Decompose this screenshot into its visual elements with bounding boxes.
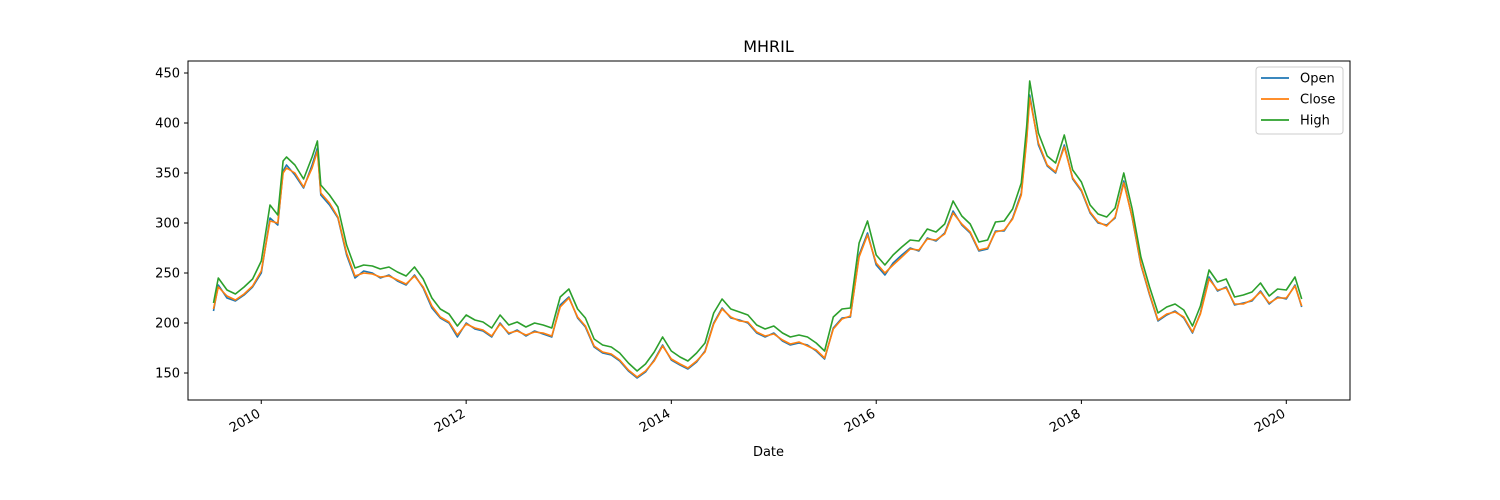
legend-label-open: Open [1300, 72, 1335, 87]
legend-label-close: Close [1300, 93, 1335, 108]
y-tick-label: 250 [155, 267, 180, 282]
y-axis: 150 200 250 300 350 400 450 [155, 67, 188, 382]
legend-label-high: High [1300, 114, 1330, 129]
series-line-high [212, 80, 1303, 372]
y-tick-label: 200 [155, 317, 180, 332]
y-tick-label: 400 [155, 117, 180, 132]
y-tick-label: 150 [155, 367, 180, 382]
x-axis-label: Date [753, 445, 784, 460]
series-line-close [212, 97, 1303, 378]
legend: Open Close High [1255, 66, 1344, 135]
plot-area [187, 60, 1351, 401]
legend-box [1255, 66, 1344, 135]
y-tick-label: 450 [155, 67, 180, 82]
chart-title: MHRIL [743, 37, 794, 56]
series-layer [212, 80, 1303, 379]
y-tick-label: 350 [155, 167, 180, 182]
plot-frame [187, 60, 1351, 401]
y-tick-label: 300 [155, 217, 180, 232]
